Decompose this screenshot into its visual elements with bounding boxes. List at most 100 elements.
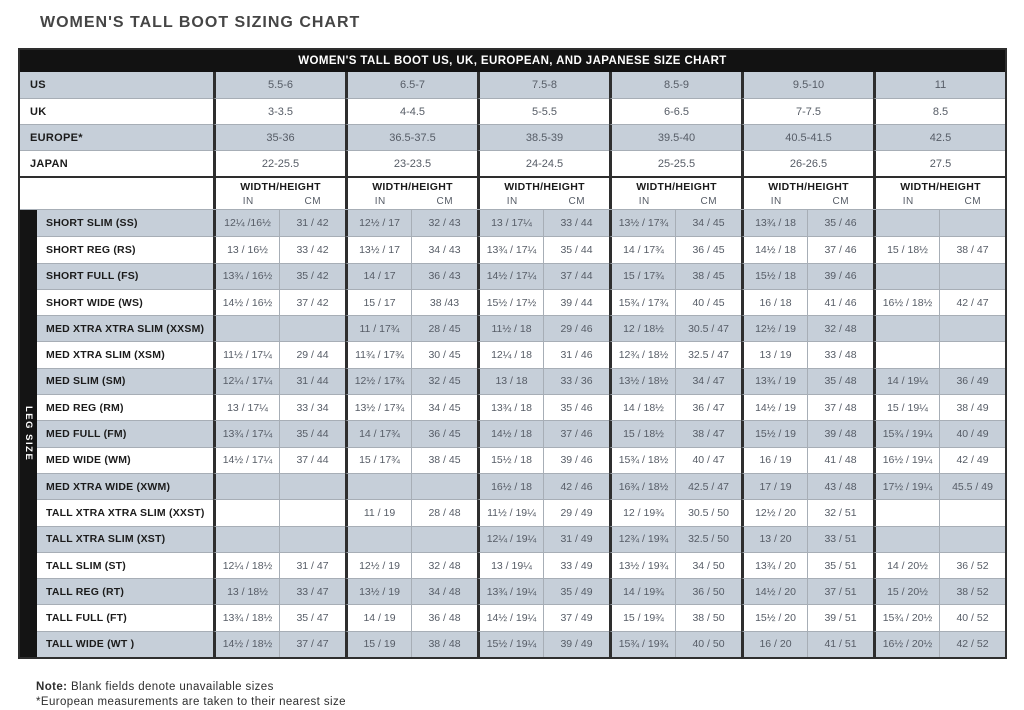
size-value-cell: 15½ / 18 xyxy=(741,262,807,289)
size-value-cell: 15 / 18½ xyxy=(873,236,939,263)
size-value-cell: 12½ / 19 xyxy=(741,315,807,342)
region-row-label: JAPAN xyxy=(20,150,213,176)
size-value-cell: 34 / 45 xyxy=(675,210,741,237)
unit-label: IN xyxy=(638,196,650,207)
region-size-cell: 4-4.5 xyxy=(345,98,477,124)
size-value-cell: 13½ / 17¾ xyxy=(609,210,675,237)
size-value-cell: 13¾ / 16½ xyxy=(213,262,279,289)
size-value-cell: 43 / 48 xyxy=(807,472,873,500)
size-value-cell: 15½ / 18 xyxy=(477,446,543,473)
size-value-cell: 32.5 / 47 xyxy=(675,341,741,368)
leg-size-row-label: TALL SLIM (ST) xyxy=(37,551,213,578)
size-value-cell: 42.5 / 47 xyxy=(675,472,741,500)
size-value-cell: 13½ / 17¾ xyxy=(345,394,411,421)
size-value-cell: 35 / 44 xyxy=(279,420,345,447)
size-value-cell: 14½ / 17¼ xyxy=(213,446,279,473)
region-size-cell: 22-25.5 xyxy=(213,150,345,176)
region-size-section: US 5.5-6 6.5-7 7.5-8 8.5-9 9.5-10 11 UK 3-3.5 4-4… xyxy=(20,72,1005,176)
size-value-cell: 28 / 48 xyxy=(411,499,477,526)
size-value-cell: 31 / 47 xyxy=(279,551,345,579)
size-value-cell: 35 / 46 xyxy=(807,210,873,237)
size-value-cell: 33 / 49 xyxy=(543,551,609,579)
size-value-cell: 32 / 43 xyxy=(411,210,477,237)
size-value-cell xyxy=(279,499,345,526)
size-value-cell: 36 / 45 xyxy=(411,420,477,447)
leg-size-row-label: MED REG (RM) xyxy=(37,394,213,420)
size-value-cell: 16 / 20 xyxy=(741,630,807,658)
size-value-cell: 30.5 / 47 xyxy=(675,315,741,342)
size-value-cell: 35 / 48 xyxy=(807,367,873,395)
unit-label: CM xyxy=(304,196,322,207)
size-value-cell: 35 / 46 xyxy=(543,394,609,421)
size-value-cell: 14 / 19 xyxy=(345,604,411,631)
size-value-cell: 15¾ / 17¾ xyxy=(609,288,675,316)
size-value-cell: 11½ / 17¼ xyxy=(213,341,279,368)
size-value-cell: 13½ / 19¾ xyxy=(609,551,675,579)
size-value-cell: 40 / 50 xyxy=(675,630,741,658)
size-value-cell: 14½ / 20 xyxy=(741,578,807,605)
size-value-cell xyxy=(939,525,1005,552)
size-value-cell: 34 / 45 xyxy=(411,394,477,421)
size-value-cell: 12 / 18½ xyxy=(609,315,675,342)
size-value-cell: 15¾ / 19¾ xyxy=(609,630,675,658)
width-height-label: WIDTH/HEIGHT xyxy=(768,181,849,193)
unit-label: CM xyxy=(436,196,454,207)
leg-size-row-label: TALL WIDE (WT ) xyxy=(37,630,213,658)
size-value-cell: 13 / 18 xyxy=(477,367,543,395)
table-title-bar: WOMEN'S TALL BOOT US, UK, EUROPEAN, AND … xyxy=(20,50,1005,72)
asterisk-note: *European measurements are taken to thei… xyxy=(36,696,346,708)
size-value-cell: 14 / 19¼ xyxy=(873,367,939,395)
size-value-cell: 40 / 52 xyxy=(939,604,1005,631)
size-value-cell: 33 / 42 xyxy=(279,236,345,263)
size-value-cell: 15½ / 19¼ xyxy=(477,630,543,658)
size-value-cell: 16¾ / 18½ xyxy=(609,472,675,500)
size-value-cell: 12½ / 17¾ xyxy=(345,367,411,395)
size-value-cell: 13½ / 19 xyxy=(345,578,411,605)
size-value-cell: 15½ / 20 xyxy=(741,604,807,631)
size-value-cell xyxy=(345,472,411,500)
size-value-cell: 32.5 / 50 xyxy=(675,525,741,552)
size-value-cell: 11 / 19 xyxy=(345,499,411,526)
size-value-cell: 13½ / 17 xyxy=(345,236,411,263)
size-value-cell: 37 / 51 xyxy=(807,578,873,605)
size-value-cell: 13 / 19 xyxy=(741,341,807,368)
size-value-cell: 17½ / 19¼ xyxy=(873,472,939,500)
leg-size-row-label: TALL XTRA XTRA SLIM (XXST) xyxy=(37,499,213,525)
region-size-cell: 27.5 xyxy=(873,150,1005,176)
region-size-cell: 6.5-7 xyxy=(345,72,477,98)
region-row-label: EUROPE* xyxy=(20,124,213,150)
size-value-cell xyxy=(939,262,1005,289)
size-value-cell: 15 / 19¾ xyxy=(609,604,675,631)
size-value-cell: 16½ / 19¼ xyxy=(873,446,939,473)
leg-size-sidebar: LEG SIZE xyxy=(20,210,37,658)
width-height-label: WIDTH/HEIGHT xyxy=(900,181,981,193)
size-value-cell: 14 / 20½ xyxy=(873,551,939,579)
size-value-cell xyxy=(873,315,939,342)
size-value-cell: 16½ / 18 xyxy=(477,472,543,500)
size-value-cell: 15 / 19¼ xyxy=(873,394,939,421)
size-value-cell: 37 / 44 xyxy=(543,262,609,289)
size-value-cell: 15½ / 19 xyxy=(741,420,807,447)
in-cm-labels: IN CM xyxy=(876,196,1005,207)
width-height-label: WIDTH/HEIGHT xyxy=(636,181,717,193)
size-value-cell: 39 / 49 xyxy=(543,630,609,658)
size-value-cell: 13 / 16½ xyxy=(213,236,279,263)
size-value-cell: 37 / 46 xyxy=(807,236,873,263)
leg-size-row-label: SHORT WIDE (WS) xyxy=(37,288,213,315)
size-value-cell: 13 / 20 xyxy=(741,525,807,552)
size-value-cell: 40 / 45 xyxy=(675,288,741,316)
size-value-cell: 36 / 52 xyxy=(939,551,1005,579)
size-value-cell: 32 / 48 xyxy=(807,315,873,342)
size-value-cell xyxy=(213,315,279,342)
leg-size-row-label: MED XTRA XTRA SLIM (XXSM) xyxy=(37,315,213,342)
unit-label: CM xyxy=(568,196,586,207)
size-value-cell: 12¼ / 18 xyxy=(477,341,543,368)
region-size-cell: 8.5-9 xyxy=(609,72,741,98)
size-value-cell: 15 / 19 xyxy=(345,630,411,658)
size-value-cell: 37 / 46 xyxy=(543,420,609,447)
region-size-cell: 3-3.5 xyxy=(213,98,345,124)
size-value-cell xyxy=(939,499,1005,526)
size-value-cell: 11½ / 19¼ xyxy=(477,499,543,526)
size-value-cell: 29 / 49 xyxy=(543,499,609,526)
